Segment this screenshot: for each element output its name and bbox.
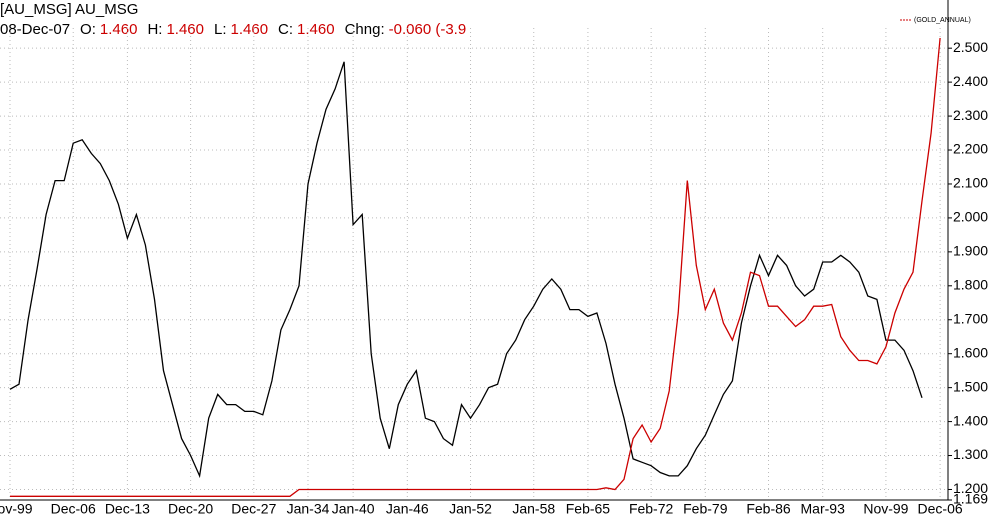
change-label: Chng: (345, 21, 385, 38)
y-tick-label: 1.500 (953, 378, 988, 394)
y-tick-label: 2.200 (953, 141, 988, 157)
x-tick-label: Dec-06 (51, 501, 96, 517)
x-tick-label: Dec-06 (918, 501, 963, 517)
x-tick-label: Dec-27 (231, 501, 276, 517)
x-tick-label: Jan-52 (449, 501, 492, 517)
y-tick-label: 1.600 (953, 344, 988, 360)
x-tick-label: Feb-86 (746, 501, 791, 517)
y-tick-label: 1.900 (953, 243, 988, 259)
series-line (9, 61, 923, 479)
quote-line: 08-Dec-07 O: 1.460 H: 1.460 L: 1.460 C: 1.460 Chn… (0, 21, 466, 38)
field-value: 1.460 (297, 21, 335, 38)
x-tick-label: Nov-99 (863, 501, 908, 517)
y-tick-label: 2.000 (953, 209, 988, 225)
x-tick-label: Dec-20 (168, 501, 213, 517)
x-tick-label: Dec-13 (105, 501, 150, 517)
series-name: AU_MSG (75, 1, 138, 18)
series-line (10, 37, 941, 497)
x-tick-label: Jan-58 (512, 501, 555, 517)
field-value: 1.460 (166, 21, 204, 38)
x-tick-label: Jan-34 (287, 501, 330, 517)
field-label: C: (278, 21, 293, 38)
y-tick-label: 1.300 (953, 446, 988, 462)
legend-label: (GOLD_ANNUAL) (914, 17, 971, 24)
field-value: 1.460 (231, 21, 269, 38)
field-value: 1.460 (100, 21, 138, 38)
change-value: -0.060 (-3.9 (389, 21, 467, 38)
y-tick-label: 1.800 (953, 277, 988, 293)
y-tick-label: 1.200 (953, 480, 988, 496)
y-tick-label: 2.300 (953, 107, 988, 123)
y-tick-label: 1.169 (953, 491, 988, 507)
y-tick-label: 2.100 (953, 175, 988, 191)
x-tick-label: Jan-46 (386, 501, 429, 517)
x-tick-label: Feb-72 (629, 501, 674, 517)
symbol: [AU_MSG] (0, 1, 72, 18)
x-tick-label: Jan-40 (332, 501, 375, 517)
date: 08-Dec-07 (0, 21, 70, 38)
field-label: O: (80, 21, 96, 38)
y-tick-label: 2.500 (953, 39, 988, 55)
x-tick-label: Feb-65 (566, 501, 611, 517)
y-tick-label: 1.700 (953, 310, 988, 326)
y-tick-label: 2.400 (953, 73, 988, 89)
x-tick-label: Mar-93 (801, 501, 846, 517)
field-label: H: (147, 21, 162, 38)
y-tick-label: 1.400 (953, 412, 988, 428)
field-label: L: (214, 21, 227, 38)
x-tick-label: Feb-79 (683, 501, 728, 517)
symbol-line: [AU_MSG] AU_MSG (0, 1, 138, 18)
x-tick-label: Nov-99 (0, 501, 33, 517)
